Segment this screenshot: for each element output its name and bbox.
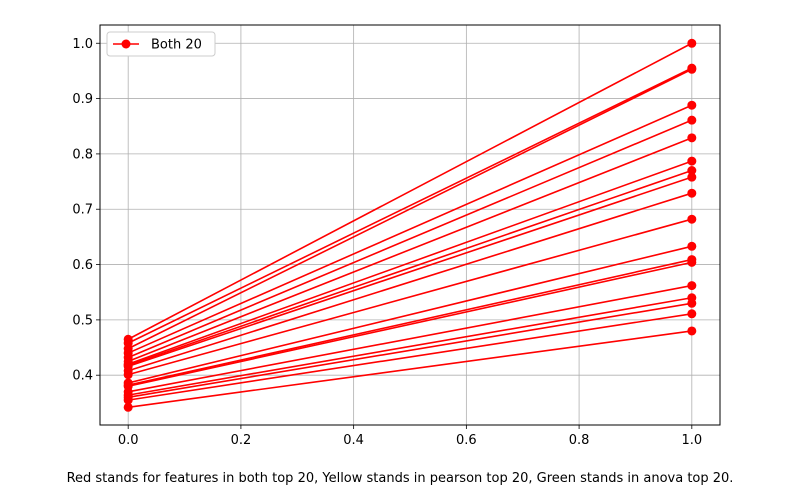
x-tick-label: 0.8 bbox=[569, 433, 590, 448]
legend-box bbox=[106, 31, 216, 57]
series-line-17 bbox=[128, 313, 692, 401]
data-point-end-6 bbox=[687, 156, 697, 166]
series-line-3 bbox=[127, 104, 693, 354]
x-tick-label: 1.0 bbox=[681, 433, 702, 448]
series-line-8 bbox=[127, 176, 693, 368]
series-line-18 bbox=[128, 330, 692, 409]
series-line-1 bbox=[127, 67, 693, 344]
data-point-end-5 bbox=[687, 133, 697, 143]
data-point-end-18 bbox=[687, 326, 697, 336]
data-point-end-2 bbox=[687, 64, 697, 74]
line-chart: 0.0 0.2 0.4 0.6 0.8 1.0 0.4 0.5 0.6 0.7 0.8 0.9 1.0… bbox=[72, 24, 721, 448]
series-line-0 bbox=[127, 42, 693, 340]
data-point-end-0 bbox=[687, 38, 697, 48]
y-tick-label: 0.6 bbox=[72, 258, 93, 273]
series-line-13 bbox=[128, 261, 692, 388]
data-point-end-16 bbox=[687, 298, 697, 308]
data-point-end-10 bbox=[687, 214, 697, 224]
y-tick-label: 1.0 bbox=[72, 37, 93, 52]
data-point-end-4 bbox=[687, 115, 697, 125]
y-axis: 0.4 0.5 0.6 0.7 0.8 0.9 1.0 bbox=[72, 37, 100, 384]
series-line-16 bbox=[128, 302, 692, 399]
data-point-start-18 bbox=[123, 402, 133, 412]
x-tick-label: 0.2 bbox=[231, 433, 252, 448]
x-axis: 0.0 0.2 0.4 0.6 0.8 1.0 bbox=[118, 425, 702, 448]
legend-label: Both 20 bbox=[151, 38, 202, 53]
series-line-11 bbox=[127, 245, 693, 384]
y-tick-label: 0.8 bbox=[72, 147, 93, 162]
data-point-end-13 bbox=[687, 257, 697, 267]
series-lines bbox=[127, 42, 693, 409]
data-point-end-9 bbox=[687, 188, 697, 198]
series-line-2 bbox=[127, 68, 693, 350]
series-line-6 bbox=[127, 160, 693, 365]
data-point-end-8 bbox=[687, 172, 697, 182]
data-point-start-17 bbox=[123, 395, 133, 405]
x-tick-label: 0.0 bbox=[118, 433, 139, 448]
data-point-end-14 bbox=[687, 281, 697, 291]
x-tick-label: 0.4 bbox=[343, 433, 364, 448]
y-tick-label: 0.9 bbox=[72, 92, 93, 107]
series-line-5 bbox=[127, 137, 693, 363]
legend: Both 20 bbox=[106, 31, 216, 57]
data-point-end-7 bbox=[687, 166, 697, 176]
data-point-end-17 bbox=[687, 309, 697, 319]
series-line-9 bbox=[127, 192, 693, 372]
grid bbox=[100, 25, 720, 425]
y-tick-label: 0.5 bbox=[72, 313, 93, 328]
series-line-10 bbox=[127, 218, 693, 376]
data-point-start-10 bbox=[123, 370, 133, 380]
series-line-7 bbox=[127, 169, 693, 367]
series-line-15 bbox=[128, 296, 692, 396]
data-point-end-11 bbox=[687, 241, 697, 251]
plot-area bbox=[100, 25, 720, 425]
series-line-4 bbox=[127, 119, 693, 359]
series-line-14 bbox=[128, 284, 692, 393]
series-points bbox=[123, 38, 697, 412]
figure-caption: Red stands for features in both top 20, … bbox=[66, 471, 734, 486]
y-tick-label: 0.7 bbox=[72, 203, 93, 218]
y-tick-label: 0.4 bbox=[72, 369, 93, 384]
plot-frame bbox=[99, 24, 721, 426]
legend-marker-swatch bbox=[121, 39, 131, 49]
data-point-end-3 bbox=[687, 100, 697, 110]
x-tick-label: 0.6 bbox=[456, 433, 477, 448]
series-line-12 bbox=[128, 258, 692, 386]
